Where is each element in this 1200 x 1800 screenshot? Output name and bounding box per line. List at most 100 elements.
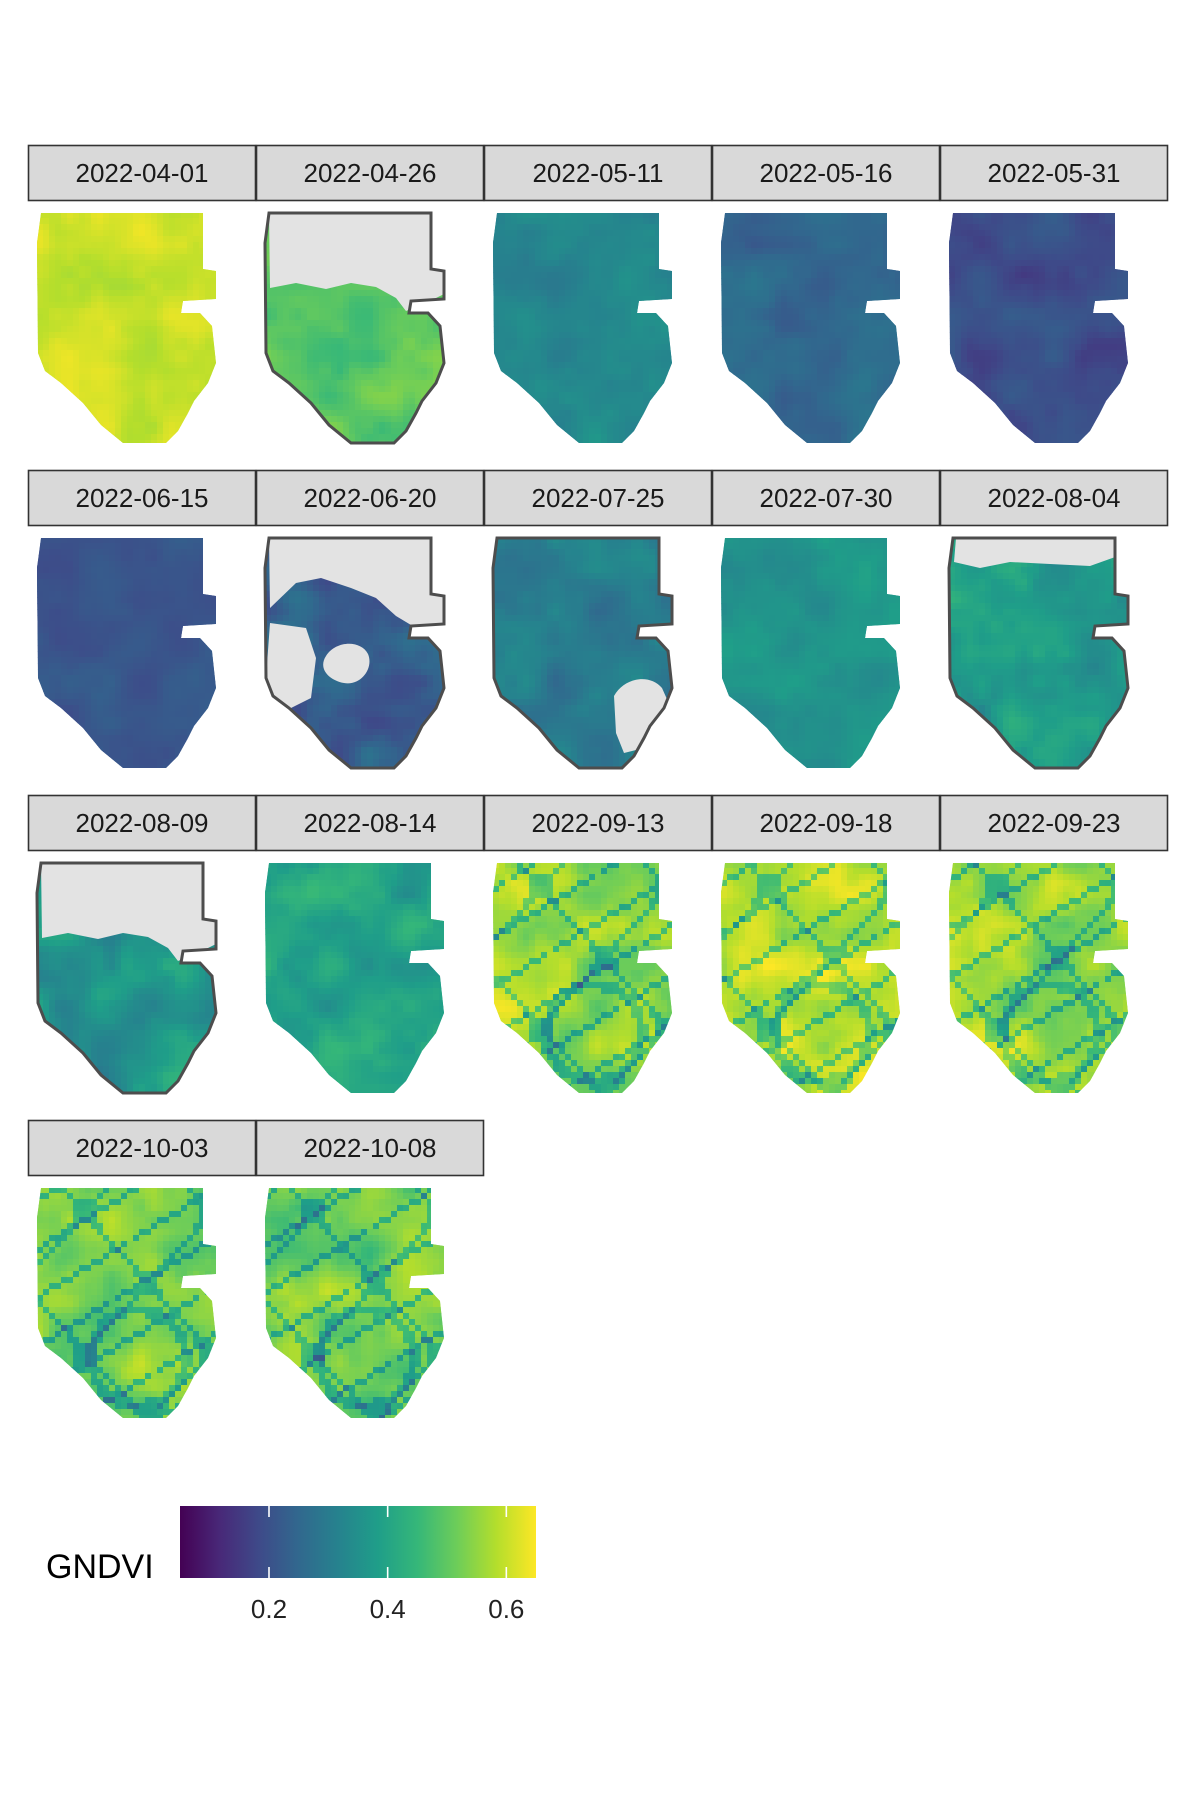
heat-cell bbox=[727, 362, 734, 369]
heat-cell bbox=[439, 404, 444, 411]
heat-cell bbox=[547, 248, 554, 255]
heat-cell bbox=[793, 236, 800, 243]
heat-cell bbox=[283, 422, 290, 429]
heat-cell bbox=[379, 374, 386, 381]
heat-cell bbox=[805, 320, 812, 327]
heat-cell bbox=[535, 434, 542, 441]
heat-cell bbox=[901, 266, 908, 273]
heat-cell bbox=[595, 242, 602, 249]
heat-cell bbox=[205, 326, 212, 333]
heat-cell bbox=[637, 254, 644, 261]
heat-cell bbox=[499, 356, 506, 363]
heat-cell bbox=[577, 434, 584, 441]
heat-cell bbox=[739, 314, 746, 321]
heat-cell bbox=[523, 320, 530, 327]
heat-cell bbox=[283, 350, 290, 357]
heat-cell bbox=[577, 338, 584, 345]
heat-cell bbox=[439, 410, 444, 417]
heat-cell bbox=[655, 368, 662, 375]
heat-cell bbox=[805, 290, 812, 297]
heat-cell bbox=[151, 266, 158, 273]
heat-cell bbox=[535, 338, 542, 345]
heat-cell bbox=[151, 404, 158, 411]
heat-cell bbox=[577, 416, 584, 423]
heat-cell bbox=[175, 213, 182, 219]
heat-cell bbox=[199, 266, 206, 273]
heat-cell bbox=[583, 410, 590, 417]
heat-cell bbox=[541, 260, 548, 267]
heat-cell bbox=[637, 302, 644, 309]
heat-cell bbox=[823, 368, 830, 375]
heat-cell bbox=[721, 290, 722, 297]
heat-cell bbox=[79, 290, 86, 297]
heat-cell bbox=[391, 302, 398, 309]
heat-cell bbox=[763, 213, 770, 219]
heat-cell bbox=[559, 416, 566, 423]
heat-cell bbox=[751, 236, 758, 243]
heat-cell bbox=[835, 254, 842, 261]
heat-cell bbox=[667, 428, 672, 435]
heat-cell bbox=[535, 356, 542, 363]
heat-cell bbox=[55, 236, 62, 243]
heat-cell bbox=[841, 213, 848, 219]
heat-cell bbox=[301, 380, 308, 387]
heat-cell bbox=[427, 422, 434, 429]
heat-cell bbox=[661, 374, 668, 381]
heat-cell bbox=[43, 224, 50, 231]
heat-cell bbox=[283, 374, 290, 381]
heat-cell bbox=[73, 248, 80, 255]
heat-cell bbox=[775, 314, 782, 321]
heat-cell bbox=[385, 302, 392, 309]
heat-cell bbox=[133, 338, 140, 345]
heat-cell bbox=[613, 422, 620, 429]
heat-cell bbox=[133, 230, 140, 237]
heat-cell bbox=[121, 392, 128, 399]
heat-cell bbox=[193, 338, 200, 345]
heat-cell bbox=[829, 326, 836, 333]
heat-cell bbox=[829, 368, 836, 375]
heat-cell bbox=[577, 428, 584, 435]
heat-cell bbox=[895, 314, 900, 321]
heat-cell bbox=[271, 308, 278, 315]
heat-cell bbox=[781, 404, 788, 411]
heat-cell bbox=[421, 356, 428, 363]
heat-cell bbox=[145, 338, 152, 345]
heat-cell bbox=[325, 440, 332, 443]
heat-cell bbox=[721, 272, 728, 279]
heat-cell bbox=[103, 392, 110, 399]
heat-cell bbox=[505, 434, 512, 441]
heat-cell bbox=[103, 356, 110, 363]
heat-cell bbox=[193, 380, 200, 387]
heat-cell bbox=[181, 206, 188, 213]
heat-cell bbox=[55, 434, 62, 441]
heat-cell bbox=[739, 374, 746, 381]
heat-cell bbox=[391, 356, 398, 363]
heat-cell bbox=[91, 284, 98, 291]
heat-cell bbox=[439, 224, 444, 231]
heat-cell bbox=[397, 338, 404, 345]
heat-cell bbox=[625, 380, 632, 387]
heat-cell bbox=[325, 314, 332, 321]
heat-cell bbox=[55, 248, 62, 255]
heat-cell bbox=[775, 206, 782, 213]
heat-cell bbox=[793, 296, 800, 303]
heat-cell bbox=[169, 320, 176, 327]
heat-cell bbox=[793, 356, 800, 363]
heat-cell bbox=[265, 398, 272, 405]
heat-cell bbox=[499, 386, 506, 393]
heat-cell bbox=[157, 380, 164, 387]
heat-cell bbox=[847, 230, 854, 237]
heat-cell bbox=[787, 344, 794, 351]
heat-cell bbox=[673, 398, 680, 405]
heat-cell bbox=[757, 338, 764, 345]
heat-cell bbox=[139, 290, 146, 297]
heat-cell bbox=[625, 338, 632, 345]
heat-cell bbox=[889, 398, 896, 405]
heat-cell bbox=[733, 386, 740, 393]
heat-cell bbox=[37, 224, 44, 231]
heat-cell bbox=[565, 410, 572, 417]
heat-cell bbox=[445, 362, 452, 369]
heat-cell bbox=[157, 368, 164, 375]
heat-cell bbox=[799, 368, 806, 375]
heat-cell bbox=[559, 254, 566, 261]
